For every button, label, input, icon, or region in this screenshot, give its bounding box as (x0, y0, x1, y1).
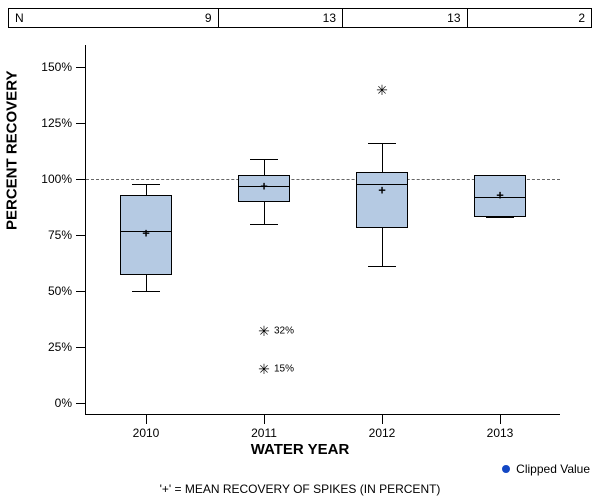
whisker-cap (132, 291, 160, 292)
n-header-cell: 13 (219, 9, 344, 27)
x-tick (500, 414, 501, 424)
y-axis-title: PERCENT RECOVERY (4, 71, 21, 230)
whisker-line (146, 184, 147, 195)
x-tick (264, 414, 265, 424)
y-tick (76, 403, 86, 404)
plot-area: 0%25%50%75%100%125%150%2010+2011+✳32%✳15… (85, 45, 560, 415)
whisker-cap (486, 217, 514, 218)
box (356, 172, 408, 228)
x-tick-label: 2012 (369, 426, 396, 440)
y-tick (76, 179, 86, 180)
outlier-marker: ✳ (258, 324, 270, 338)
whisker-cap (250, 159, 278, 160)
x-tick-label: 2011 (251, 426, 277, 440)
mean-marker: + (260, 179, 268, 192)
legend-label: Clipped Value (516, 462, 590, 476)
y-tick-label: 75% (48, 228, 72, 242)
n-header-cell: 13 (343, 9, 468, 27)
whisker-line (382, 143, 383, 172)
whisker-cap (368, 143, 396, 144)
y-tick-label: 0% (55, 396, 72, 410)
n-header-label: N (9, 9, 94, 27)
legend: Clipped Value (502, 462, 590, 476)
x-tick-label: 2013 (487, 426, 514, 440)
whisker-line (146, 275, 147, 291)
whisker-cap (250, 224, 278, 225)
x-tick (146, 414, 147, 424)
y-tick-label: 150% (41, 60, 72, 74)
whisker-cap (132, 184, 160, 185)
mean-marker: + (142, 226, 150, 239)
whisker-line (382, 228, 383, 266)
mean-marker: + (496, 188, 504, 201)
footnote: '+' = MEAN RECOVERY OF SPIKES (IN PERCEN… (0, 482, 600, 496)
y-tick (76, 235, 86, 236)
mean-marker: + (378, 184, 386, 197)
whisker-line (264, 159, 265, 175)
x-tick-label: 2010 (133, 426, 160, 440)
chart-container: N 9 13 13 2 0% 25% 50% 75% 100% 125% 150% 2010 +… (0, 0, 600, 500)
y-tick-label: 125% (41, 116, 72, 130)
y-tick (76, 347, 86, 348)
y-tick (76, 123, 86, 124)
y-tick-label: 25% (48, 340, 72, 354)
y-tick-label: 100% (41, 172, 72, 186)
outlier-label: 32% (274, 326, 294, 337)
x-tick (382, 414, 383, 424)
x-axis-title: WATER YEAR (0, 441, 600, 458)
n-header-row: N 9 13 13 2 (8, 8, 592, 28)
outlier-marker: ✳ (376, 83, 388, 97)
outlier-marker: ✳ (258, 362, 270, 376)
y-tick (76, 291, 86, 292)
y-tick (76, 67, 86, 68)
n-header-cell: 2 (468, 9, 592, 27)
whisker-line (264, 202, 265, 224)
whisker-cap (368, 266, 396, 267)
outlier-label: 15% (274, 364, 294, 375)
legend-marker-icon (502, 465, 510, 473)
n-header-cell: 9 (94, 9, 219, 27)
y-tick-label: 50% (48, 284, 72, 298)
